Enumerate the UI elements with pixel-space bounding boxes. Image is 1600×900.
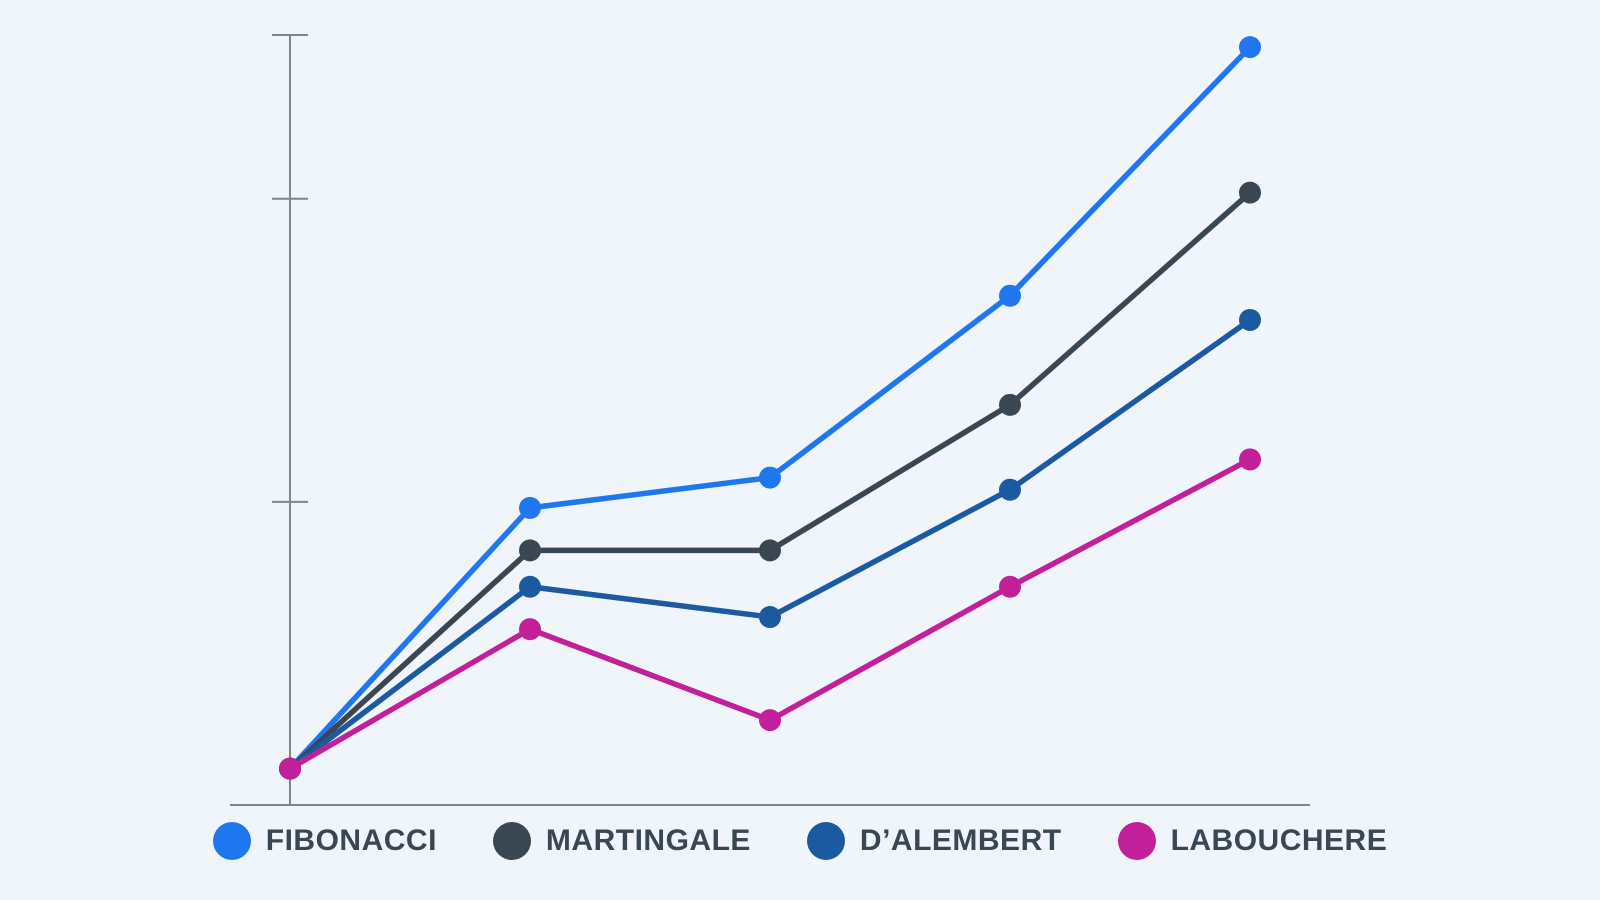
series-point-dalembert bbox=[519, 576, 541, 598]
series-point-martingale bbox=[1239, 182, 1261, 204]
legend-label-fibonacci: FIBONACCI bbox=[266, 824, 437, 858]
legend-item-fibonacci: FIBONACCI bbox=[213, 822, 437, 860]
series-point-fibonacci bbox=[1239, 36, 1261, 58]
series-point-martingale bbox=[999, 394, 1021, 416]
chart-svg bbox=[0, 0, 1600, 900]
series-point-fibonacci bbox=[759, 467, 781, 489]
chart-legend: FIBONACCI MARTINGALE D’ALEMBERT LABOUCHERE bbox=[0, 822, 1600, 860]
series-point-labouchere bbox=[1239, 448, 1261, 470]
series-point-labouchere bbox=[999, 576, 1021, 598]
legend-label-dalembert: D’ALEMBERT bbox=[860, 824, 1062, 858]
series-point-dalembert bbox=[1239, 309, 1261, 331]
series-point-dalembert bbox=[759, 606, 781, 628]
series-point-labouchere bbox=[279, 758, 301, 780]
series-point-labouchere bbox=[759, 709, 781, 731]
chart-container: FIBONACCI MARTINGALE D’ALEMBERT LABOUCHERE bbox=[0, 0, 1600, 900]
legend-dot-dalembert bbox=[807, 822, 845, 860]
series-point-dalembert bbox=[999, 479, 1021, 501]
legend-item-martingale: MARTINGALE bbox=[493, 822, 751, 860]
series-point-martingale bbox=[519, 539, 541, 561]
series-point-martingale bbox=[759, 539, 781, 561]
legend-item-dalembert: D’ALEMBERT bbox=[807, 822, 1062, 860]
series-point-fibonacci bbox=[999, 285, 1021, 307]
series-point-fibonacci bbox=[519, 497, 541, 519]
legend-dot-martingale bbox=[493, 822, 531, 860]
series-point-labouchere bbox=[519, 618, 541, 640]
legend-dot-fibonacci bbox=[213, 822, 251, 860]
legend-dot-labouchere bbox=[1118, 822, 1156, 860]
legend-label-labouchere: LABOUCHERE bbox=[1171, 824, 1388, 858]
legend-label-martingale: MARTINGALE bbox=[546, 824, 751, 858]
legend-item-labouchere: LABOUCHERE bbox=[1118, 822, 1388, 860]
